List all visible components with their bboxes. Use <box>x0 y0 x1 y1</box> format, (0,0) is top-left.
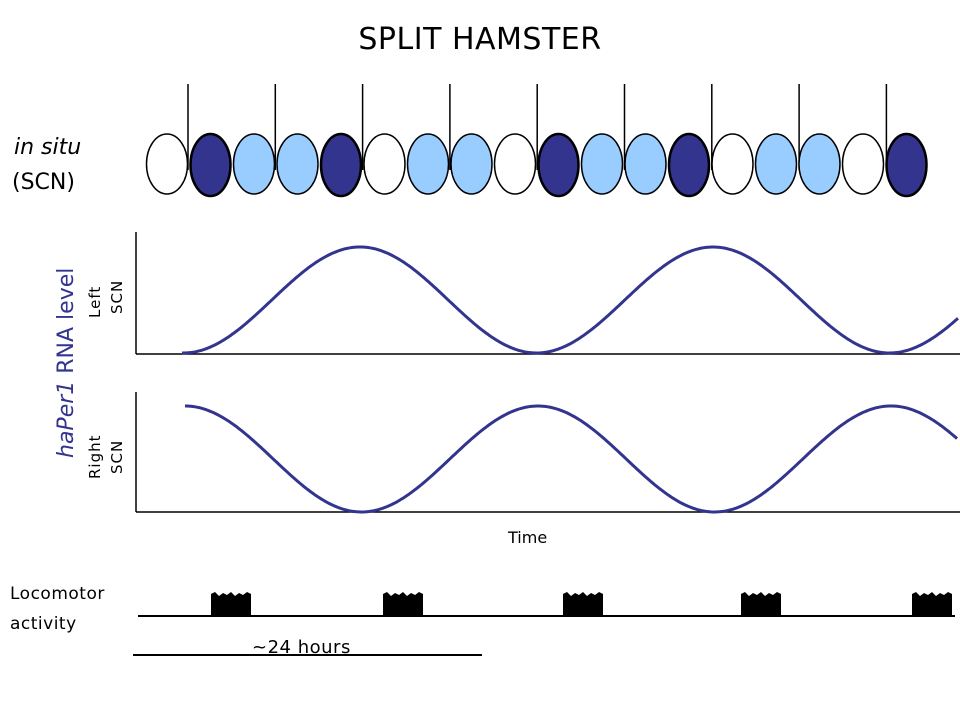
left-scn-axes <box>135 232 960 355</box>
scn-ellipse-dark <box>319 132 363 198</box>
locomotor-label: Locomotor <box>10 584 105 604</box>
activity-label: activity <box>10 614 77 634</box>
scn-ellipse-white <box>145 133 189 195</box>
scn-ellipse-white <box>711 133 754 195</box>
scn-ellipse-dark <box>885 132 928 198</box>
period-label: ~24 hours <box>252 637 351 658</box>
scn-ellipse-white <box>841 133 885 195</box>
scn-ellipse-white <box>493 133 537 195</box>
scn-ellipse-white <box>363 133 406 195</box>
rna-level-text: RNA level <box>54 267 79 381</box>
gene-name: haPer1 <box>54 380 79 458</box>
activity-bout <box>563 592 603 616</box>
scn-ellipse-light <box>276 133 319 195</box>
activity-bout <box>741 592 781 616</box>
left-scn-label: SCN <box>108 279 126 314</box>
scn-ellipse-row <box>145 132 928 198</box>
scn-ellipse-light <box>406 133 450 195</box>
scn-ellipse-light <box>624 133 667 195</box>
in-situ-label: in situ <box>14 135 82 160</box>
scn-ellipse-light <box>232 133 276 195</box>
scn-ellipse-light <box>798 133 841 195</box>
right-scn-axes <box>135 392 960 513</box>
activity-bouts <box>211 592 952 616</box>
time-axis-label: Time <box>508 528 548 547</box>
right-scn-label: SCN <box>108 439 126 474</box>
scn-ellipse-light <box>450 133 493 195</box>
scn-ellipse-dark <box>189 132 232 198</box>
left-scn-curve <box>182 245 959 355</box>
scn-label: (SCN) <box>12 170 75 195</box>
scn-ellipse-light <box>754 133 798 195</box>
rna-level-label: haPer1 RNA level <box>54 268 79 458</box>
phase-ticks <box>187 84 888 170</box>
right-scn-curve <box>185 404 959 514</box>
activity-bout <box>383 592 423 616</box>
activity-bout <box>211 592 251 616</box>
left-label: Left <box>86 285 104 318</box>
right-label: Right <box>86 434 104 480</box>
scn-ellipse-dark <box>667 132 711 198</box>
scn-ellipse-dark <box>537 132 580 198</box>
scn-ellipse-light <box>580 133 624 195</box>
activity-bout <box>912 592 952 616</box>
page-title: SPLIT HAMSTER <box>358 22 602 57</box>
